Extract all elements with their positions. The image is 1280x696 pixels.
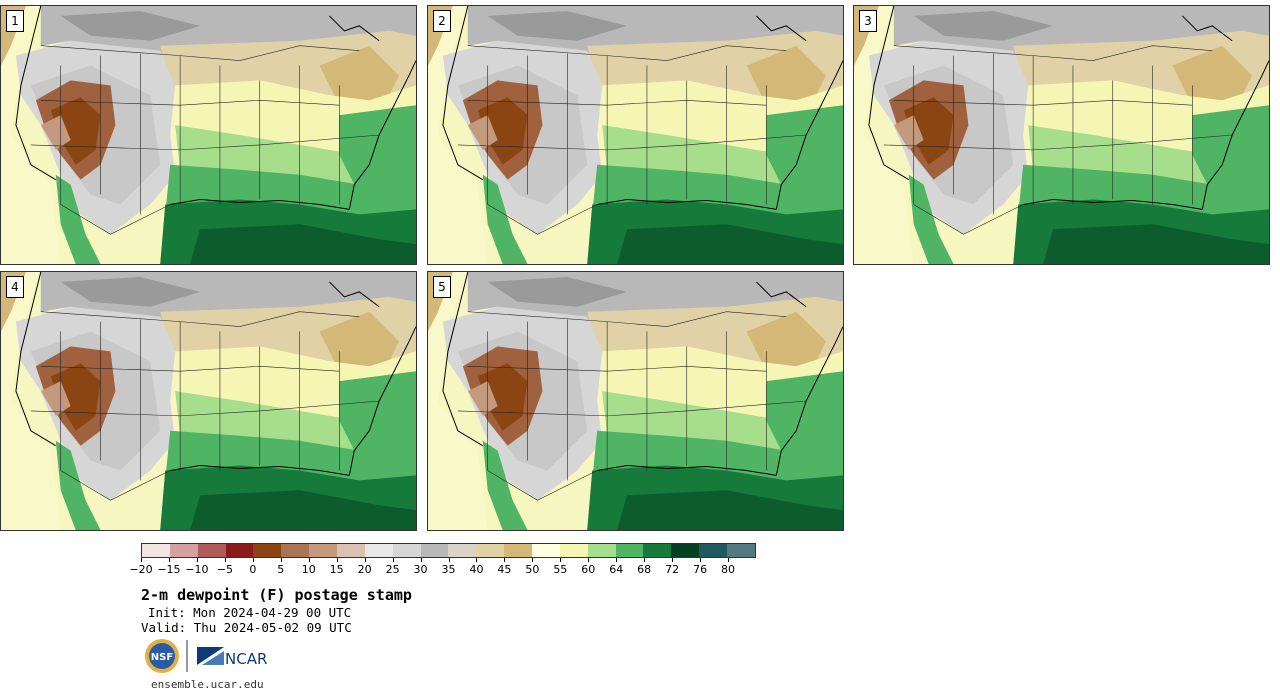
colorbar-segment	[281, 544, 310, 557]
colorbar-tick-label: 15	[329, 563, 344, 576]
colorbar-tick-label: 30	[413, 563, 428, 576]
colorbar-tick	[420, 558, 422, 562]
valid-time: Valid: Thu 2024-05-02 09 UTC	[141, 620, 352, 635]
colorbar-tick-label: 0	[249, 563, 257, 576]
nsf-logo: NSF	[145, 639, 179, 673]
colorbar-tick-label: 80	[721, 563, 736, 576]
colorbar-tick-label: 68	[637, 563, 652, 576]
colorbar-tick	[224, 558, 226, 562]
colorbar-tick-label: 35	[441, 563, 456, 576]
colorbar-tick	[644, 558, 646, 562]
colorbar-segment	[169, 544, 198, 557]
map-panel-4: 4	[0, 271, 417, 531]
colorbar-tick	[728, 558, 730, 562]
panel-number: 3	[859, 10, 877, 32]
colorbar-tick	[168, 558, 170, 562]
colorbar-segment	[309, 544, 338, 557]
dewpoint-map	[428, 272, 843, 530]
colorbar-tick	[560, 558, 562, 562]
init-time: Init: Mon 2024-04-29 00 UTC	[148, 605, 352, 620]
colorbar-tick-label: −10	[185, 563, 209, 576]
website-link[interactable]: ensemble.ucar.edu	[151, 678, 264, 691]
colorbar-segment	[225, 544, 254, 557]
colorbar-segment	[448, 544, 477, 557]
colorbar-tick	[476, 558, 478, 562]
colorbar-tick-label: 10	[301, 563, 316, 576]
map-panel-3: 3	[853, 5, 1270, 265]
colorbar-tick	[280, 558, 282, 562]
colorbar-tick-label: 64	[609, 563, 624, 576]
colorbar-segment	[142, 544, 170, 557]
panel-number: 5	[433, 276, 451, 298]
colorbar-segment	[699, 544, 728, 557]
colorbar-tick	[700, 558, 702, 562]
colorbar-tick	[532, 558, 534, 562]
svg-text:NCAR: NCAR	[225, 650, 267, 668]
dewpoint-map	[1, 272, 416, 530]
colorbar-tick-label: 45	[497, 563, 512, 576]
colorbar-segment	[420, 544, 449, 557]
colorbar	[141, 543, 756, 558]
colorbar-tick	[252, 558, 254, 562]
colorbar-segment	[253, 544, 282, 557]
colorbar-segment	[532, 544, 560, 557]
colorbar-tick	[141, 558, 142, 562]
colorbar-tick	[504, 558, 506, 562]
colorbar-tick	[196, 558, 198, 562]
map-panel-5: 5	[427, 271, 844, 531]
panel-number: 2	[433, 10, 451, 32]
map-panel-2: 2	[427, 5, 844, 265]
colorbar-tick-label: −5	[216, 563, 233, 576]
colorbar-segment	[559, 544, 588, 557]
colorbar-tick	[308, 558, 310, 562]
nsf-ncar-logo: NSF NCAR	[145, 639, 267, 673]
colorbar-segment	[671, 544, 700, 557]
colorbar-tick-label: 5	[277, 563, 285, 576]
colorbar-tick-label: 55	[553, 563, 568, 576]
colorbar-ticks: −20 −15 −10 −5 0 5 10 15 20 25 30 35 40 45 50 55 60 64 68 7…	[129, 558, 756, 580]
dewpoint-map	[854, 6, 1269, 264]
ncar-logo: NCAR	[197, 647, 267, 668]
colorbar-tick-label: −20	[129, 563, 153, 576]
colorbar-segment	[364, 544, 393, 557]
colorbar-tick-label: 60	[581, 563, 596, 576]
colorbar-tick	[364, 558, 366, 562]
panel-number: 4	[6, 276, 24, 298]
colorbar-tick	[448, 558, 450, 562]
colorbar-tick-label: 40	[469, 563, 484, 576]
colorbar-segment	[643, 544, 672, 557]
colorbar-tick	[392, 558, 394, 562]
logos: NSF NCAR	[144, 637, 274, 675]
colorbar-segment	[587, 544, 616, 557]
colorbar-tick	[672, 558, 674, 562]
colorbar-segment	[337, 544, 365, 557]
page-title: 2-m dewpoint (F) postage stamp	[141, 586, 412, 604]
colorbar-segment	[392, 544, 421, 557]
colorbar-segment	[615, 544, 644, 557]
colorbar-tick-label: −15	[157, 563, 181, 576]
colorbar-tick-label: 72	[665, 563, 680, 576]
colorbar-tick-label: 76	[693, 563, 708, 576]
colorbar-tick	[588, 558, 590, 562]
map-panel-1: 1	[0, 5, 417, 265]
svg-text:NSF: NSF	[151, 652, 173, 663]
colorbar-segment	[727, 544, 755, 557]
colorbar-tick	[336, 558, 338, 562]
colorbar-tick-label: 50	[525, 563, 540, 576]
colorbar-tick	[616, 558, 618, 562]
dewpoint-map	[428, 6, 843, 264]
dewpoint-map	[1, 6, 416, 264]
colorbar-tick-label: 25	[385, 563, 400, 576]
colorbar-segment	[197, 544, 226, 557]
colorbar-segment	[504, 544, 533, 557]
colorbar-tick-label: 20	[357, 563, 372, 576]
colorbar-segment	[476, 544, 505, 557]
panel-number: 1	[6, 10, 24, 32]
